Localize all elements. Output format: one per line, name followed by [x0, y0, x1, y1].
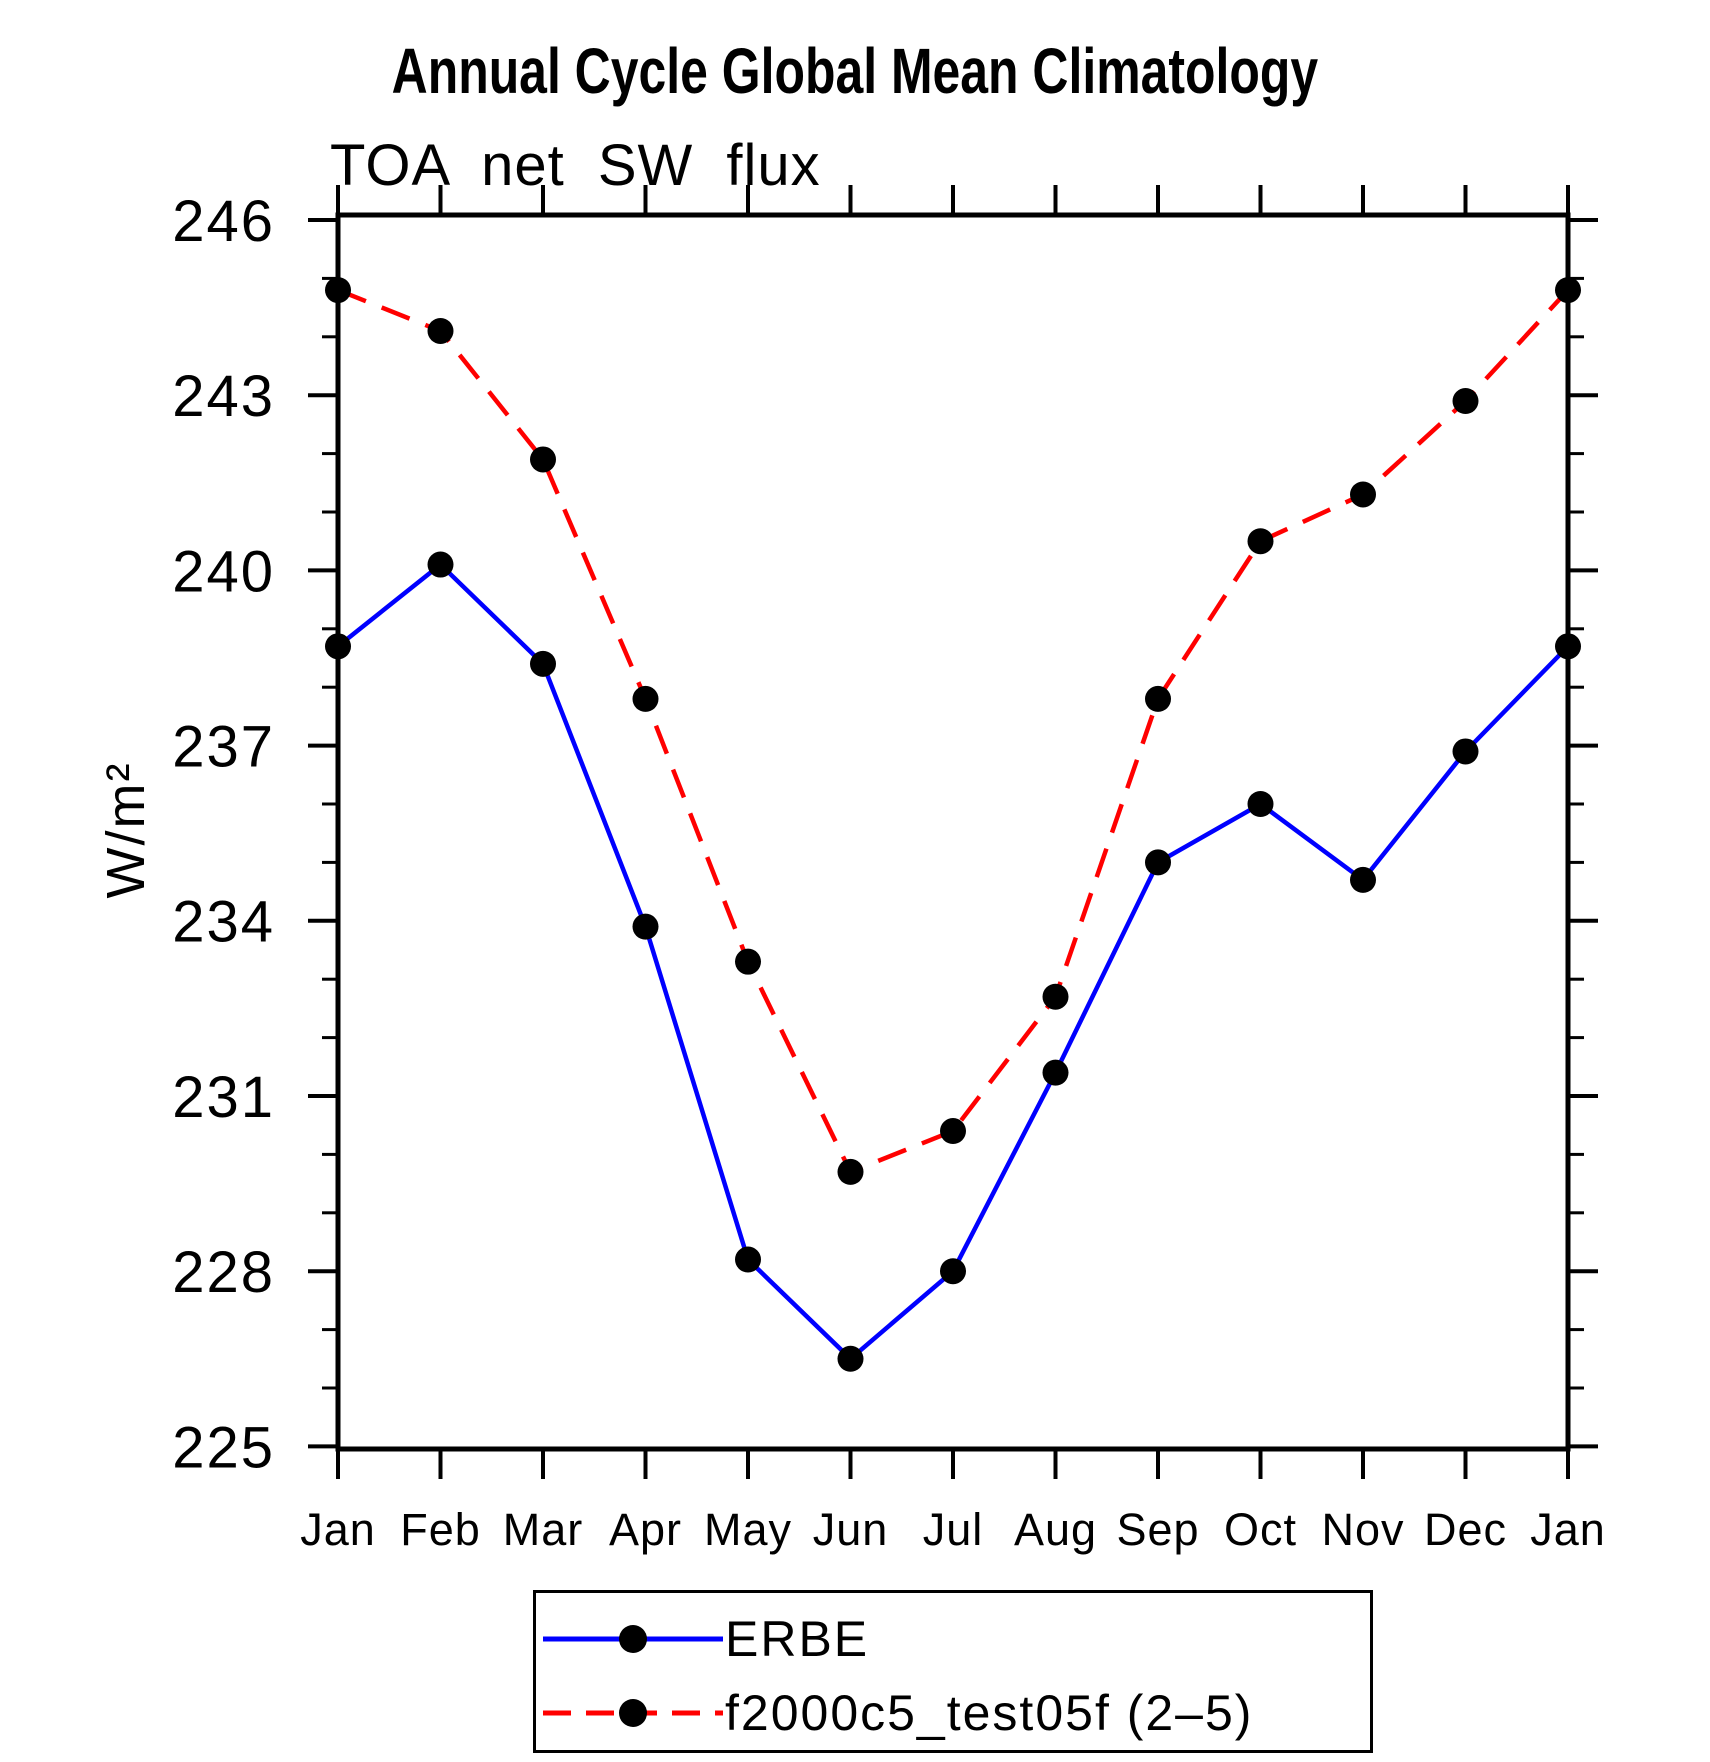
x-tick-label: Mar [503, 1504, 584, 1555]
data-point-marker [735, 1246, 761, 1273]
data-point-marker [1350, 866, 1376, 893]
data-point-marker [1555, 277, 1581, 304]
data-point-marker [837, 1158, 864, 1185]
data-point-marker [632, 913, 659, 940]
data-point-marker [427, 551, 454, 578]
data-point-marker [427, 317, 454, 344]
x-tick-label: Dec [1424, 1504, 1507, 1555]
data-point-marker [632, 685, 659, 712]
y-tick-label: 237 [172, 714, 275, 779]
data-point-marker [940, 1118, 966, 1145]
y-tick-label: 225 [172, 1415, 275, 1480]
data-point-marker [1452, 388, 1479, 415]
data-point-marker [1042, 983, 1069, 1010]
data-point-marker [530, 446, 556, 473]
legend-marker-icon [619, 1625, 647, 1653]
y-tick-label: 246 [172, 189, 275, 254]
data-point-marker [1042, 1059, 1069, 1086]
legend: ERBE f2000c5_test05f (2–5) [533, 1590, 1373, 1753]
x-tick-label: Jan [1530, 1504, 1606, 1555]
x-tick-label: Jul [923, 1504, 984, 1555]
data-point-marker [1452, 738, 1479, 765]
data-point-marker [940, 1258, 966, 1285]
series-line-1 [337, 287, 1570, 1175]
data-point-marker [735, 948, 761, 975]
data-point-marker [530, 650, 556, 677]
x-tick-label: Sep [1116, 1504, 1199, 1555]
legend-label: f2000c5_test05f (2–5) [725, 1685, 1254, 1741]
data-point-marker [1247, 528, 1274, 555]
x-tick-label: Apr [609, 1504, 682, 1555]
legend-line-sample-icon [543, 1699, 723, 1727]
x-tick-label: Oct [1224, 1504, 1297, 1555]
x-tick-label: Jan [300, 1504, 376, 1555]
x-tick-label: Nov [1321, 1504, 1404, 1555]
data-point-marker [837, 1345, 864, 1372]
x-tick-label: Feb [400, 1504, 481, 1555]
legend-label: ERBE [725, 1611, 870, 1667]
data-point-marker [325, 277, 351, 304]
y-tick-label: 228 [172, 1240, 275, 1305]
y-tick-label: 240 [172, 539, 275, 604]
series-line-0 [336, 561, 1570, 1362]
chart-title: Annual Cycle Global Mean Climatology [0, 34, 1710, 108]
data-point-marker [325, 633, 351, 660]
legend-marker-icon [619, 1699, 647, 1727]
data-point-marker [1247, 791, 1274, 817]
legend-line-sample-icon [543, 1625, 723, 1653]
x-tick-label: Aug [1014, 1504, 1097, 1555]
x-tick-label: May [704, 1504, 792, 1555]
data-point-marker [1350, 481, 1376, 508]
data-point-marker [1145, 849, 1171, 876]
data-point-marker [1555, 633, 1581, 660]
chart-subtitle: TOA net SW flux [330, 133, 821, 198]
data-point-marker [1145, 685, 1171, 712]
x-tick-label: Jun [813, 1504, 889, 1555]
legend-entry-erbe: ERBE [543, 1611, 870, 1667]
y-tick-label: 243 [172, 364, 275, 429]
y-tick-label: 234 [172, 890, 275, 955]
chart-title-text: Annual Cycle Global Mean Climatology [391, 35, 1319, 107]
legend-entry-f2000c5: f2000c5_test05f (2–5) [543, 1685, 1254, 1741]
y-tick-label: 231 [172, 1065, 275, 1130]
